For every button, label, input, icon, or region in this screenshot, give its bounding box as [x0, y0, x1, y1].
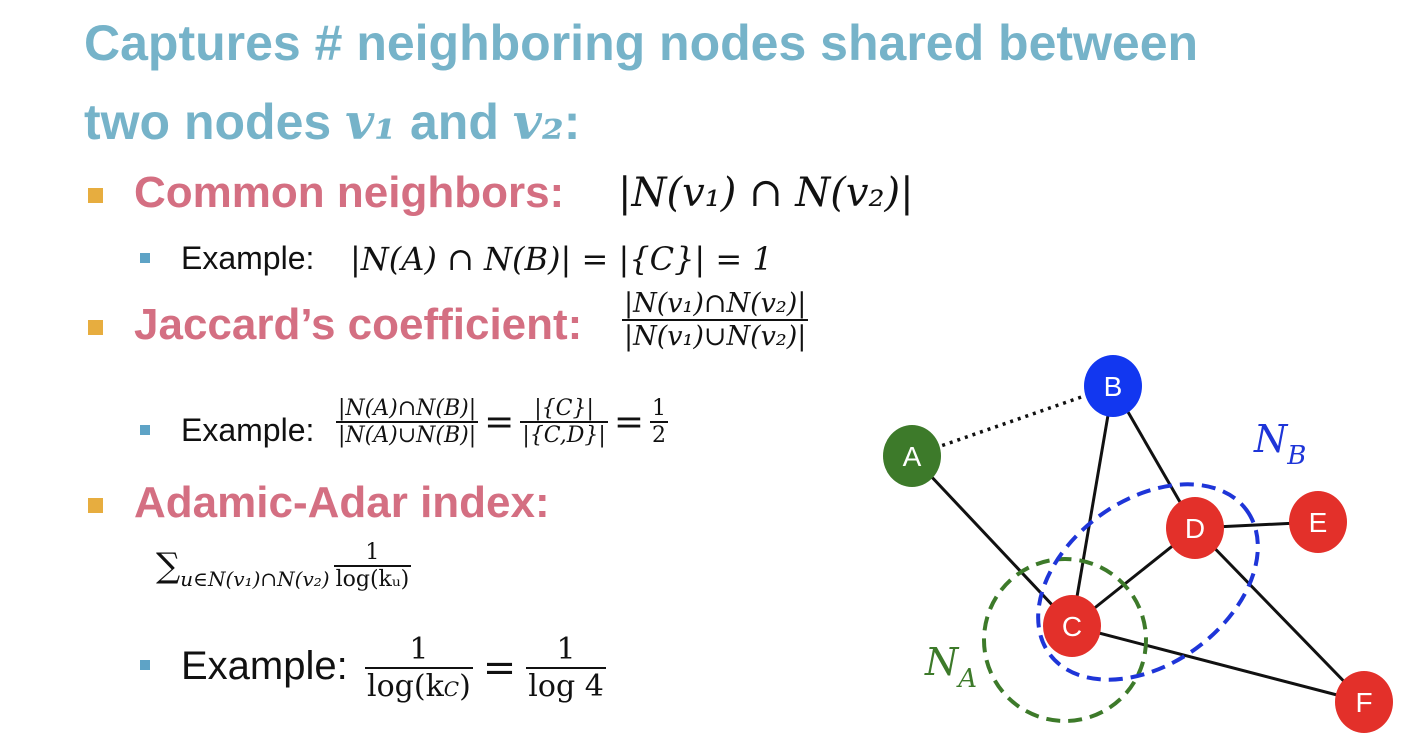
jaccard-example-label: Example:	[181, 412, 315, 448]
edge-A-C	[910, 454, 1074, 628]
adamic-example-result-numerator: 1	[556, 632, 576, 667]
jaccard-example-denominator: |N(A)∪N(B)|	[336, 421, 479, 448]
node-a: A	[883, 425, 941, 487]
bullet-jaccard	[88, 320, 103, 335]
jaccard-example-formula: |N(A)∩N(B)| |N(A)∪N(B)| = |{C}| |{C,D}| …	[336, 396, 668, 448]
neighborhood-b-main: N	[1253, 417, 1289, 461]
edge-B-C	[1070, 385, 1115, 627]
bullet-adamic	[88, 498, 103, 513]
jaccard-formula: |N(v₁)∩N(v₂)| |N(v₁)∪N(v₂)|	[622, 288, 809, 352]
neighborhood-a-main: N	[924, 640, 960, 684]
adamic-example-numerator: 1	[409, 632, 429, 667]
jaccard-example-equals-1: =	[484, 401, 515, 443]
node-c: C	[1043, 595, 1101, 657]
node-f-label: F	[1355, 687, 1372, 718]
adamic-adar-formula: ∑ u∈N(v₁)∩N(v₂) 1 log(kᵤ)	[156, 540, 412, 592]
jaccard-numerator: |N(v₁)∩N(v₂)|	[624, 288, 807, 319]
node-b: B	[1084, 355, 1142, 417]
title-v2: v₂	[512, 92, 564, 151]
adamic-adar-heading: Adamic-Adar index:	[134, 478, 550, 527]
sub-bullet-jaccard-example	[140, 425, 150, 435]
common-neighbors-formula: |N(v₁) ∩ N(v₂)|	[618, 170, 914, 216]
adamic-sum-symbol: ∑	[156, 546, 181, 586]
jaccard-example-set-numerator: |{C}|	[534, 396, 594, 421]
jaccard-example-result-denominator: 2	[650, 421, 668, 448]
neighborhood-b-sub: B	[1286, 441, 1306, 471]
node-b-label: B	[1104, 371, 1123, 402]
neighborhood-a-label: NA	[924, 640, 977, 694]
neighborhood-b-ellipse	[1036, 482, 1260, 682]
common-example-label: Example:	[181, 240, 315, 276]
edge-A-B	[911, 384, 1114, 458]
neighborhood-b-label: NB	[1253, 417, 1306, 471]
adamic-example-equals: =	[482, 645, 517, 691]
node-a-label: A	[903, 441, 922, 472]
graph-edges	[910, 384, 1366, 704]
edge-D-F	[1193, 526, 1366, 704]
node-d: D	[1166, 497, 1224, 559]
jaccard-heading: Jaccard’s coefficient:	[134, 300, 583, 349]
jaccard-denominator: |N(v₁)∪N(v₂)|	[622, 319, 809, 352]
node-c-label: C	[1062, 611, 1082, 642]
jaccard-example-set-denominator: |{C,D}|	[520, 421, 608, 448]
common-example-formula: |N(A) ∩ N(B)| = |{C}| = 1	[350, 240, 773, 278]
jaccard-example-numerator: |N(A)∩N(B)|	[338, 396, 477, 421]
common-neighbors-heading: Common neighbors:	[134, 168, 565, 217]
bullet-common	[88, 188, 103, 203]
node-e: E	[1289, 491, 1347, 553]
title-line-1: Captures # neighboring nodes shared betw…	[84, 15, 1199, 71]
adamic-example-denominator: log(kC)	[365, 667, 473, 704]
adamic-example-label: Example:	[181, 644, 348, 688]
title-line-2-prefix: two nodes	[84, 94, 332, 150]
title-colon: :	[563, 94, 581, 150]
title-line-2: two nodes v₁ and v₂:	[84, 92, 580, 151]
neighborhood-a-sub: A	[956, 664, 977, 694]
title-v1: v₁	[345, 92, 397, 151]
neighborhood-a-circle	[982, 557, 1148, 723]
node-f: F	[1335, 671, 1393, 733]
jaccard-example-equals-2: =	[613, 401, 644, 443]
title-and: and	[409, 94, 499, 150]
adamic-denominator: log(kᵤ)	[333, 565, 412, 592]
node-e-label: E	[1309, 507, 1328, 538]
sub-bullet-adamic-example	[140, 660, 150, 670]
sub-bullet-common-example	[140, 253, 150, 263]
edge-C-F	[1071, 624, 1365, 704]
node-d-label: D	[1185, 513, 1205, 544]
adamic-example-result-denominator: log 4	[526, 667, 606, 704]
adamic-sum-subscript: u∈N(v₁)∩N(v₂)	[180, 567, 330, 591]
adamic-example-formula: 1 log(kC) = 1 log 4	[365, 632, 606, 704]
adamic-numerator: 1	[365, 540, 380, 565]
jaccard-example-result-numerator: 1	[652, 396, 666, 421]
